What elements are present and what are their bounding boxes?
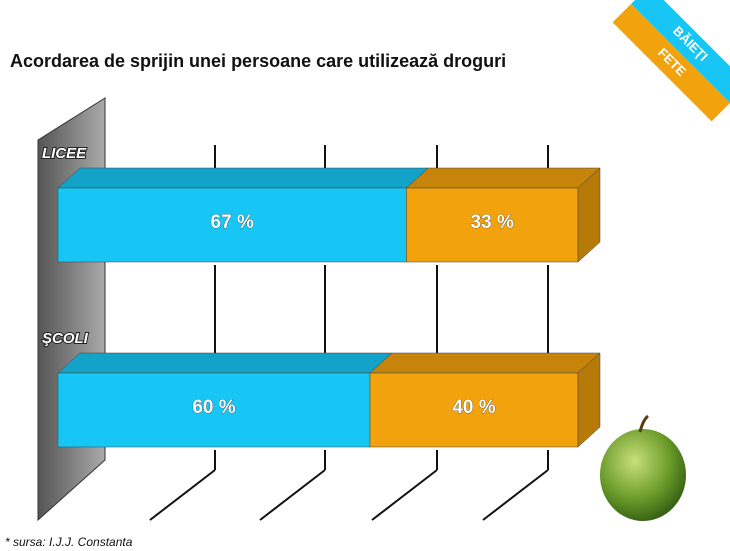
data-label: 60 %	[192, 397, 235, 418]
data-label: 67 %	[211, 212, 254, 233]
bar-top	[370, 353, 600, 373]
bar-top	[58, 353, 392, 373]
category-label: ŞCOLI	[42, 330, 89, 347]
category-label: LICEE	[42, 145, 87, 162]
bar-top	[58, 168, 428, 188]
chart-title: Acordarea de sprijin unei persoane care …	[10, 51, 506, 71]
chart: Acordarea de sprijin unei persoane care …	[0, 0, 730, 551]
bar-top	[406, 168, 600, 188]
source-note: * sursa: I.J.J. Constanta	[5, 535, 133, 549]
data-label: 33 %	[471, 212, 514, 233]
apple	[600, 429, 686, 521]
data-label: 40 %	[452, 397, 495, 418]
